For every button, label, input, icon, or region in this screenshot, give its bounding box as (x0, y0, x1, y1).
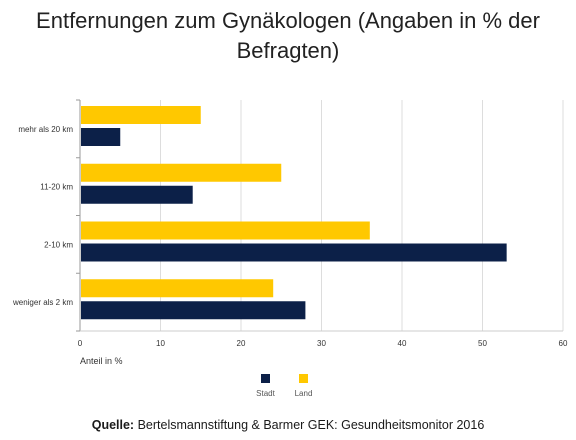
legend-label-land: Land (295, 389, 313, 398)
x-tick-label: 50 (478, 339, 487, 348)
bar-land-0 (81, 106, 201, 124)
legend-label-stadt: Stadt (256, 389, 275, 398)
bar-stadt-0 (81, 128, 121, 146)
legend-swatch-land (299, 374, 308, 383)
x-tick-label: 20 (237, 339, 246, 348)
bar-land-1 (81, 163, 282, 182)
source-label: Quelle: (91, 418, 135, 432)
legend-swatch-stadt (261, 374, 270, 383)
bar-land-2 (81, 221, 370, 240)
y-tick-label: 11-20 km (40, 183, 73, 192)
bar-land-3 (81, 279, 274, 298)
source-note: Quelle: Bertelsmannstiftung & Barmer GEK… (0, 418, 576, 432)
y-tick-label: weniger als 2 km (12, 298, 73, 307)
y-tick-label: mehr als 20 km (18, 125, 73, 134)
x-tick-label: 60 (559, 339, 568, 348)
legend: Stadt Land (256, 374, 312, 398)
x-tick-labels: 0 10 20 30 40 50 60 (78, 339, 568, 348)
x-tick-label: 30 (317, 339, 326, 348)
y-tick-labels: mehr als 20 km 11-20 km 2-10 km weniger als… (12, 125, 73, 307)
bar-stadt-1 (81, 185, 193, 204)
bar-stadt-2 (81, 243, 507, 262)
x-tick-label: 0 (78, 339, 83, 348)
chart-title: Entfernungen zum Gynäkologen (Angaben in… (36, 8, 540, 63)
x-tick-label: 10 (156, 339, 165, 348)
bars (81, 106, 507, 320)
bar-chart: mehr als 20 km 11-20 km 2-10 km weniger als… (12, 99, 568, 398)
x-tick-label: 40 (398, 339, 407, 348)
x-axis-title: Anteil in % (80, 356, 123, 366)
bar-stadt-3 (81, 301, 306, 320)
source-text: Bertelsmannstiftung & Barmer GEK: Gesund… (134, 418, 485, 432)
grid (76, 99, 564, 332)
y-tick-label: 2-10 km (44, 240, 73, 249)
